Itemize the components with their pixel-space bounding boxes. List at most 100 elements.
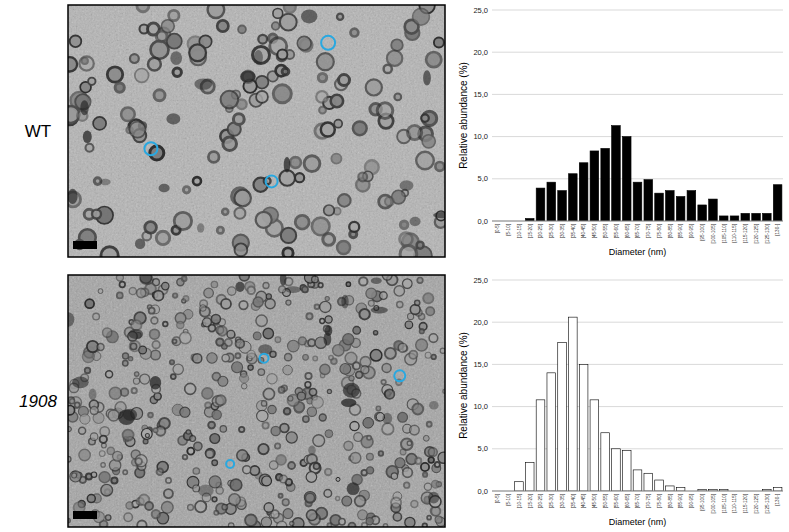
particle — [148, 413, 153, 418]
particle — [423, 435, 429, 441]
particle — [361, 366, 369, 374]
particle — [283, 248, 293, 257]
x-tick-label: [110-115[ — [732, 493, 737, 512]
particle — [101, 247, 118, 257]
particle — [133, 378, 139, 384]
particle — [320, 301, 331, 312]
bar — [763, 213, 772, 221]
particle — [277, 50, 287, 60]
particle — [257, 401, 267, 411]
particle — [228, 287, 236, 295]
particle — [434, 38, 444, 48]
particle — [167, 34, 182, 49]
particle — [324, 205, 335, 216]
particle — [123, 353, 129, 359]
particle — [415, 458, 421, 464]
bar — [633, 470, 642, 491]
particle — [106, 371, 113, 378]
particle — [80, 414, 90, 424]
particle — [123, 430, 134, 441]
particle — [428, 448, 437, 457]
particle — [68, 406, 75, 415]
x-tick-label: [120-125[ — [754, 223, 759, 243]
bar — [536, 188, 545, 221]
particle — [391, 498, 401, 508]
particle — [217, 20, 228, 31]
highlight-ring — [394, 370, 405, 381]
blotch — [170, 51, 182, 65]
particle — [222, 504, 228, 510]
particle — [227, 330, 235, 338]
particle — [263, 422, 269, 428]
particle — [306, 313, 312, 319]
particle — [135, 458, 142, 465]
grid-line — [492, 491, 783, 492]
particle — [180, 332, 192, 344]
grid-line — [492, 178, 783, 179]
particle — [206, 449, 215, 458]
particle — [222, 209, 228, 215]
particle — [85, 299, 94, 308]
x-tick-label: [85-90[ — [678, 493, 683, 508]
particle — [271, 426, 280, 435]
particle — [385, 389, 395, 399]
histogram: 0,05,010,015,020,025,0[0-5[[5-10[[10-15[… — [458, 276, 783, 528]
particle — [431, 355, 436, 360]
particle — [427, 422, 432, 427]
particle — [145, 222, 157, 234]
particle — [137, 288, 146, 297]
particle — [366, 518, 373, 525]
grid-line — [492, 221, 783, 222]
histogram: 0,05,010,015,020,025,0[0-5[[5-10[[10-15[… — [458, 6, 783, 258]
particle — [258, 35, 267, 44]
blotch — [284, 157, 291, 172]
x-tick-label: [70-75[ — [646, 223, 651, 238]
y-tick-label: 5,0 — [478, 444, 488, 453]
particle — [349, 376, 354, 381]
particle — [72, 473, 77, 478]
particle — [340, 364, 351, 375]
particle — [279, 387, 285, 393]
particle — [359, 277, 367, 285]
particle — [377, 103, 393, 119]
blotch — [72, 376, 89, 388]
particle — [325, 316, 332, 323]
particle — [75, 402, 80, 407]
x-tick-label: [65-70[ — [635, 223, 640, 238]
particle — [288, 396, 293, 401]
particle — [382, 423, 394, 435]
particle — [316, 91, 328, 103]
particle — [382, 275, 392, 280]
particle — [237, 100, 247, 110]
particle — [363, 418, 374, 429]
particle — [253, 297, 263, 307]
particle — [117, 292, 123, 298]
bar — [547, 373, 556, 491]
x-tick-label: [125-130[ — [765, 493, 770, 513]
particle — [129, 122, 145, 138]
particle — [426, 307, 434, 315]
particle — [403, 279, 413, 289]
particle — [121, 108, 135, 122]
particle — [235, 353, 240, 358]
x-tick-label: [95-100[ — [700, 493, 705, 511]
particle — [279, 170, 295, 186]
particle — [343, 334, 354, 345]
particle — [92, 210, 101, 219]
bar — [612, 449, 621, 491]
x-tick-label: [50-55[ — [603, 223, 608, 238]
particle — [87, 495, 95, 503]
x-tick-label: [90-95[ — [689, 223, 694, 238]
particle — [407, 441, 411, 445]
particle — [173, 68, 181, 76]
particle — [235, 243, 248, 256]
x-axis — [492, 491, 783, 492]
particle — [379, 451, 384, 456]
particle — [398, 412, 408, 422]
particle — [306, 472, 317, 483]
particle — [421, 463, 429, 471]
particle — [333, 345, 344, 356]
x-tick-label: [20-25[ — [538, 493, 543, 508]
particle — [151, 41, 169, 59]
particle — [259, 474, 271, 486]
